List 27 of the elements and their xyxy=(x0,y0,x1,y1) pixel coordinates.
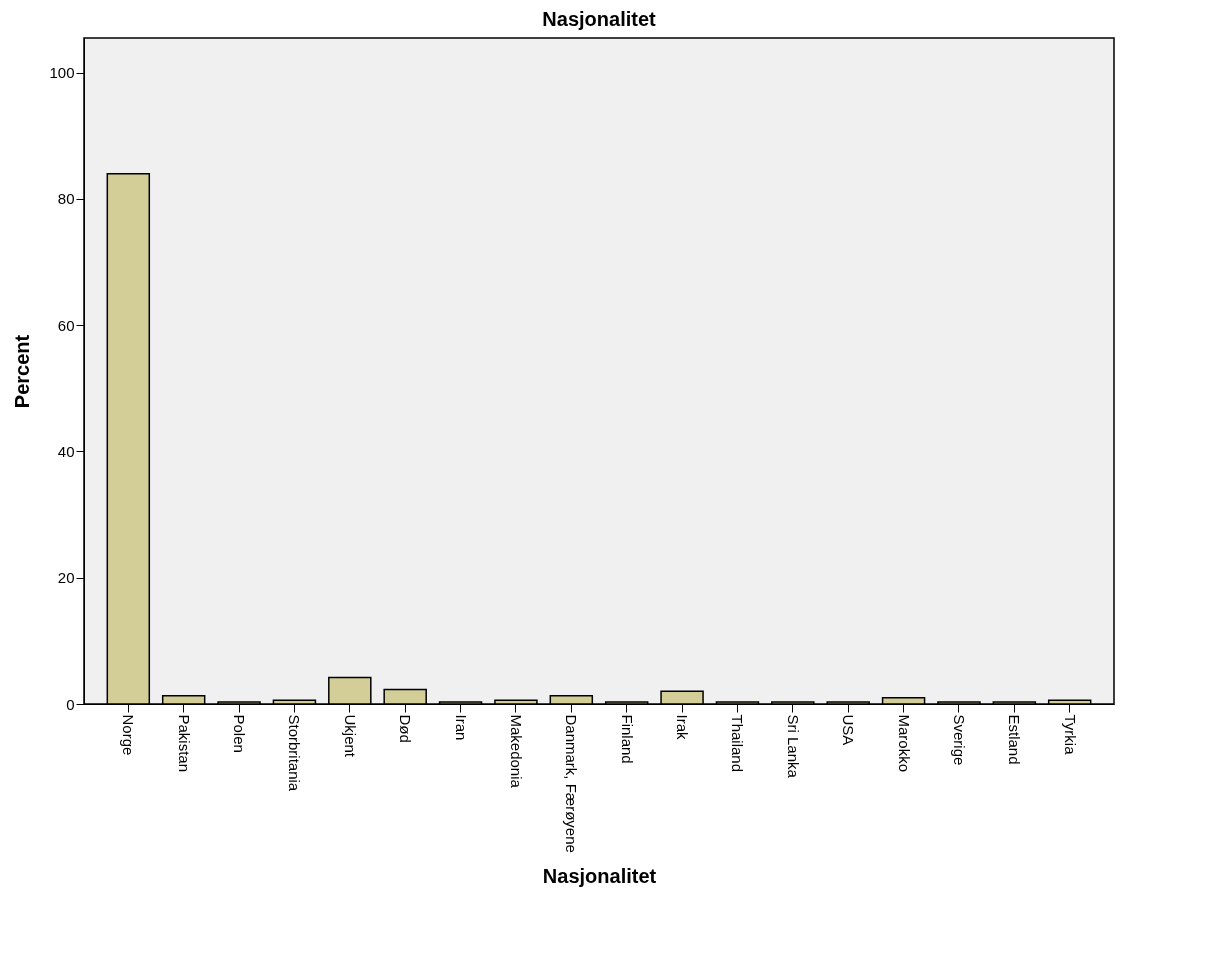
x-tick-label: Finland xyxy=(618,714,636,764)
x-tick-label: Danmark, Færøyene xyxy=(563,714,581,853)
x-axis-title: Nasjonalitet xyxy=(542,864,657,887)
x-tick-label: Norge xyxy=(120,714,138,756)
x-tick-label: Marokko xyxy=(895,714,913,773)
y-tick-label: 80 xyxy=(57,190,75,208)
x-tick-label: Polen xyxy=(231,714,249,753)
x-tick-label: Død xyxy=(397,714,415,743)
x-tick-label: Sverige xyxy=(950,714,968,766)
y-tick-label: 20 xyxy=(57,569,75,587)
x-tick-label: Estland xyxy=(1006,714,1024,765)
x-tick-label: Tyrkia xyxy=(1061,714,1079,756)
x-tick-label: Thailand xyxy=(729,714,747,773)
y-tick-label: 0 xyxy=(66,695,75,713)
x-tick-label: Iran xyxy=(452,714,470,741)
y-tick-label: 60 xyxy=(57,316,75,334)
x-tick-label: Ukjent xyxy=(341,714,359,758)
x-tick-label: USA xyxy=(840,714,858,746)
x-tick-label: Makedonia xyxy=(507,714,525,789)
x-tick-label: Irak xyxy=(674,714,692,740)
x-tick-label: Pakistan xyxy=(175,714,193,773)
y-axis-title: Percent xyxy=(11,334,34,409)
x-tick-label: Sri Lanka xyxy=(784,714,802,779)
y-tick-label: 100 xyxy=(49,64,75,82)
x-tick-label: Storbritania xyxy=(286,714,304,792)
y-tick-label: 40 xyxy=(57,442,75,460)
chart-title: Nasjonalitet xyxy=(542,8,657,30)
